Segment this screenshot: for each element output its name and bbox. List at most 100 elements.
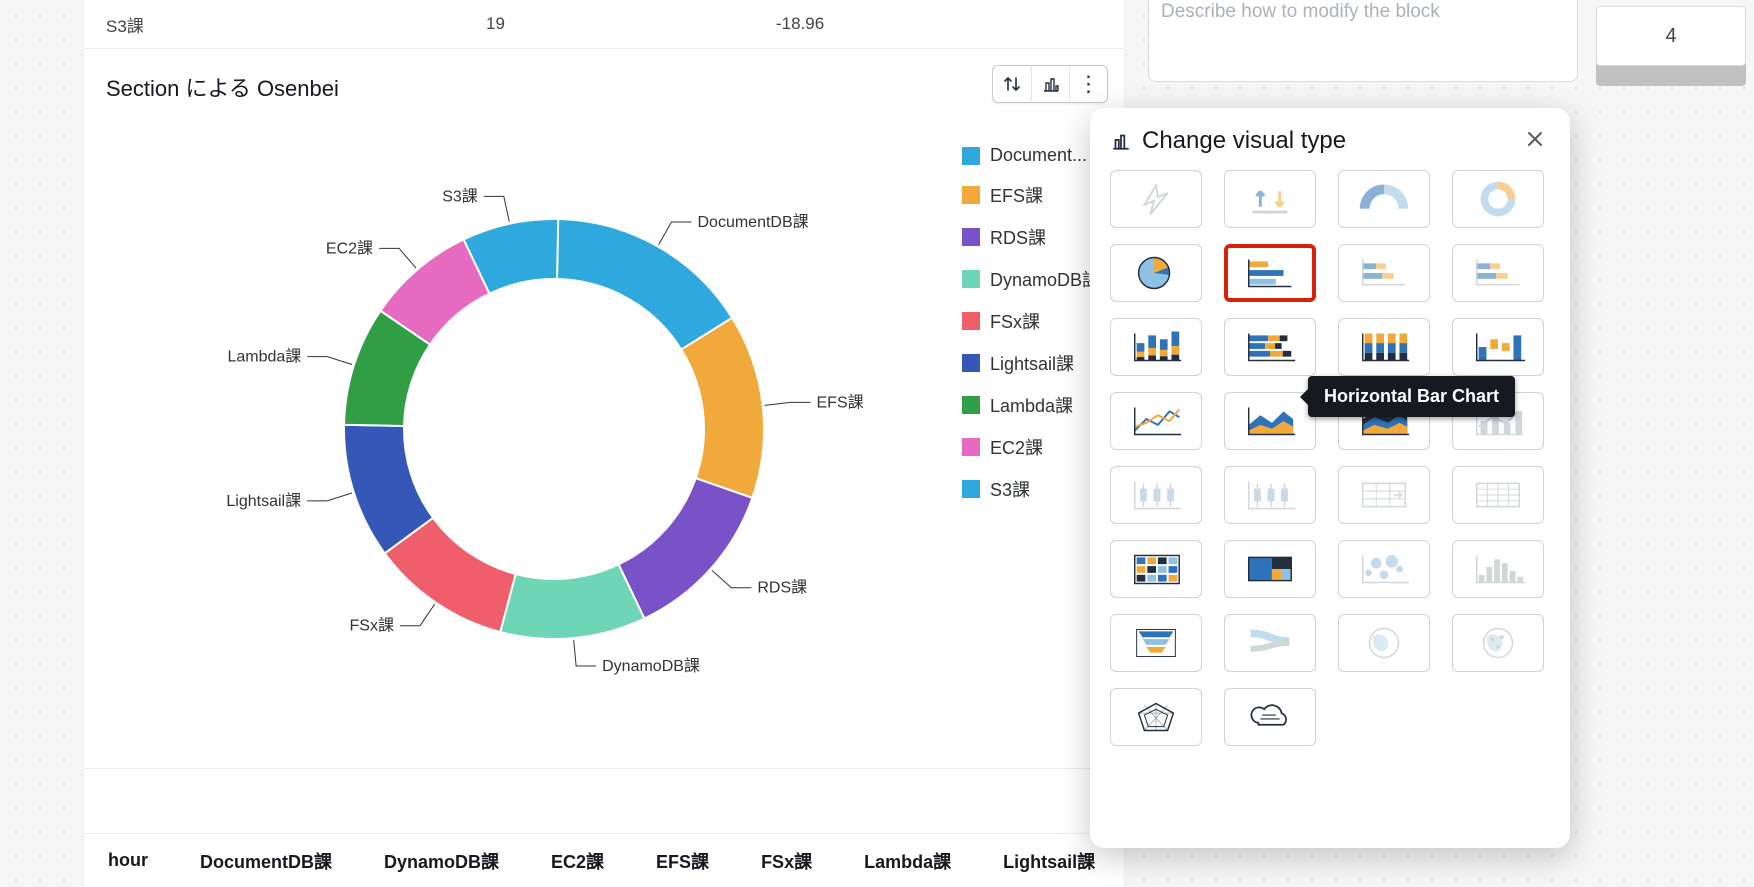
legend-item[interactable]: Lambda課	[962, 392, 1100, 418]
more-menu-button[interactable]: ⋮	[1069, 66, 1107, 102]
visual-type-vbar-stacked[interactable]	[1110, 318, 1202, 376]
kebab-icon: ⋮	[1078, 73, 1100, 95]
table-icon	[1469, 475, 1527, 515]
close-icon	[1526, 130, 1544, 148]
hbar-stacked-partial2-icon	[1469, 253, 1527, 293]
visual-type-heatmap[interactable]	[1110, 540, 1202, 598]
legend-label: EFS課	[990, 182, 1043, 208]
visual-type-geo-points[interactable]	[1452, 614, 1544, 672]
visual-type-vbar-100[interactable]	[1338, 318, 1430, 376]
visual-type-scatter[interactable]	[1338, 540, 1430, 598]
visual-type-table[interactable]	[1452, 466, 1544, 524]
scatter-icon	[1355, 549, 1413, 589]
slice-leader	[659, 222, 692, 245]
visual-type-boxplot[interactable]	[1110, 466, 1202, 524]
visual-type-geo-filled[interactable]	[1338, 614, 1430, 672]
chart-toolbar: ⋮	[992, 65, 1108, 103]
visual-type-boxplot-h[interactable]	[1224, 466, 1316, 524]
slice-leader	[574, 640, 596, 666]
hbar-icon	[1241, 253, 1299, 293]
legend-item[interactable]: FSx課	[962, 308, 1100, 334]
donut-chart[interactable]: DocumentDB課EFS課RDS課DynamoDB課FSx課Lightsai…	[274, 149, 824, 699]
visual-type-funnel[interactable]	[1110, 614, 1202, 672]
column-header[interactable]: DocumentDB課	[200, 848, 332, 874]
legend-swatch	[962, 186, 980, 204]
change-visual-button[interactable]	[1031, 66, 1069, 102]
visual-type-treemap[interactable]	[1224, 540, 1316, 598]
donut-slice[interactable]	[619, 478, 753, 618]
column-header[interactable]: Lightsail課	[1003, 848, 1095, 874]
column-header[interactable]: EC2課	[551, 848, 604, 874]
hbar-stacked-partial-icon	[1355, 253, 1413, 293]
legend-swatch	[962, 228, 980, 246]
legend-swatch	[962, 480, 980, 498]
bar-chart-icon	[1041, 74, 1061, 94]
legend-item[interactable]: EC2課	[962, 434, 1100, 460]
legend-item[interactable]: EFS課	[962, 182, 1100, 208]
visual-type-radar[interactable]	[1110, 688, 1202, 746]
funnel-icon	[1127, 623, 1185, 663]
column-header[interactable]: DynamoDB課	[384, 848, 499, 874]
legend-swatch	[962, 147, 980, 165]
visual-type-histogram[interactable]	[1452, 540, 1544, 598]
visual-type-waterfall[interactable]	[1452, 318, 1544, 376]
summary-table: S3課 19 -18.96	[84, 0, 1124, 49]
legend-swatch	[962, 270, 980, 288]
column-header[interactable]: FSx課	[761, 848, 812, 874]
kpi-icon	[1241, 179, 1299, 219]
visual-type-wordcloud[interactable]	[1224, 688, 1316, 746]
visual-type-insight[interactable]	[1110, 170, 1202, 228]
legend-item[interactable]: Lightsail課	[962, 350, 1100, 376]
geo-points-icon	[1469, 623, 1527, 663]
slice-label: EFS課	[817, 393, 864, 411]
column-header[interactable]: EFS課	[656, 848, 709, 874]
table-cell: S3課	[106, 12, 486, 37]
legend-item[interactable]: RDS課	[962, 224, 1100, 250]
sort-button[interactable]	[993, 66, 1031, 102]
slice-label: FSx課	[350, 617, 394, 635]
legend-label: S3課	[990, 476, 1030, 502]
slice-label: EC2課	[326, 239, 373, 257]
visual-type-pie[interactable]	[1110, 244, 1202, 302]
slice-label: Lightsail課	[226, 492, 301, 510]
slice-leader	[379, 248, 416, 268]
donut-chart-card[interactable]: Section による Osenbei ⋮ DocumentDB課EFS課RDS…	[84, 49, 1124, 769]
hbar-stacked-icon	[1241, 327, 1299, 367]
visual-type-pivot[interactable]	[1338, 466, 1430, 524]
slice-label: DocumentDB課	[698, 213, 809, 231]
column-header[interactable]: Lambda課	[864, 848, 951, 874]
slice-leader	[765, 402, 811, 405]
boxplot-h-icon	[1241, 475, 1299, 515]
visual-type-hbar[interactable]	[1224, 244, 1316, 302]
visual-type-line[interactable]	[1110, 392, 1202, 450]
visual-type-picker: Change visual type	[1090, 108, 1570, 848]
visual-type-hbar-stacked-partial2[interactable]	[1452, 244, 1544, 302]
visual-type-sankey[interactable]	[1224, 614, 1316, 672]
slice-leader	[484, 196, 509, 221]
slice-label: S3課	[442, 187, 478, 205]
donut-slice[interactable]	[557, 219, 732, 350]
donut-slice[interactable]	[500, 564, 644, 639]
close-button[interactable]	[1520, 126, 1550, 156]
slice-leader	[400, 604, 435, 625]
donut-slice[interactable]	[681, 318, 764, 498]
generative-prompt-input[interactable]: Describe how to modify the block	[1148, 0, 1578, 82]
slice-leader	[307, 357, 352, 365]
column-header[interactable]: hour	[108, 850, 148, 871]
slice-leader	[712, 570, 751, 587]
pie-icon	[1127, 253, 1185, 293]
legend-item[interactable]: DynamoDB課	[962, 266, 1100, 292]
gauge-icon	[1355, 179, 1413, 219]
visual-type-kpi[interactable]	[1224, 170, 1316, 228]
legend-label: FSx課	[990, 308, 1040, 334]
visual-type-hbar-stacked-partial[interactable]	[1338, 244, 1430, 302]
visual-type-donut[interactable]	[1452, 170, 1544, 228]
legend-item[interactable]: S3課	[962, 476, 1100, 502]
legend-swatch	[962, 396, 980, 414]
chart-legend: Document... EFS課 RDS課 DynamoDB課 FSx課 Lightsai…	[962, 145, 1100, 518]
legend-label: Lambda課	[990, 392, 1073, 418]
visual-type-gauge[interactable]	[1338, 170, 1430, 228]
analysis-main-column: S3課 19 -18.96 Section による Osenbei ⋮ Docu…	[84, 0, 1124, 887]
visual-type-hbar-stacked[interactable]	[1224, 318, 1316, 376]
legend-item[interactable]: Document...	[962, 145, 1100, 166]
